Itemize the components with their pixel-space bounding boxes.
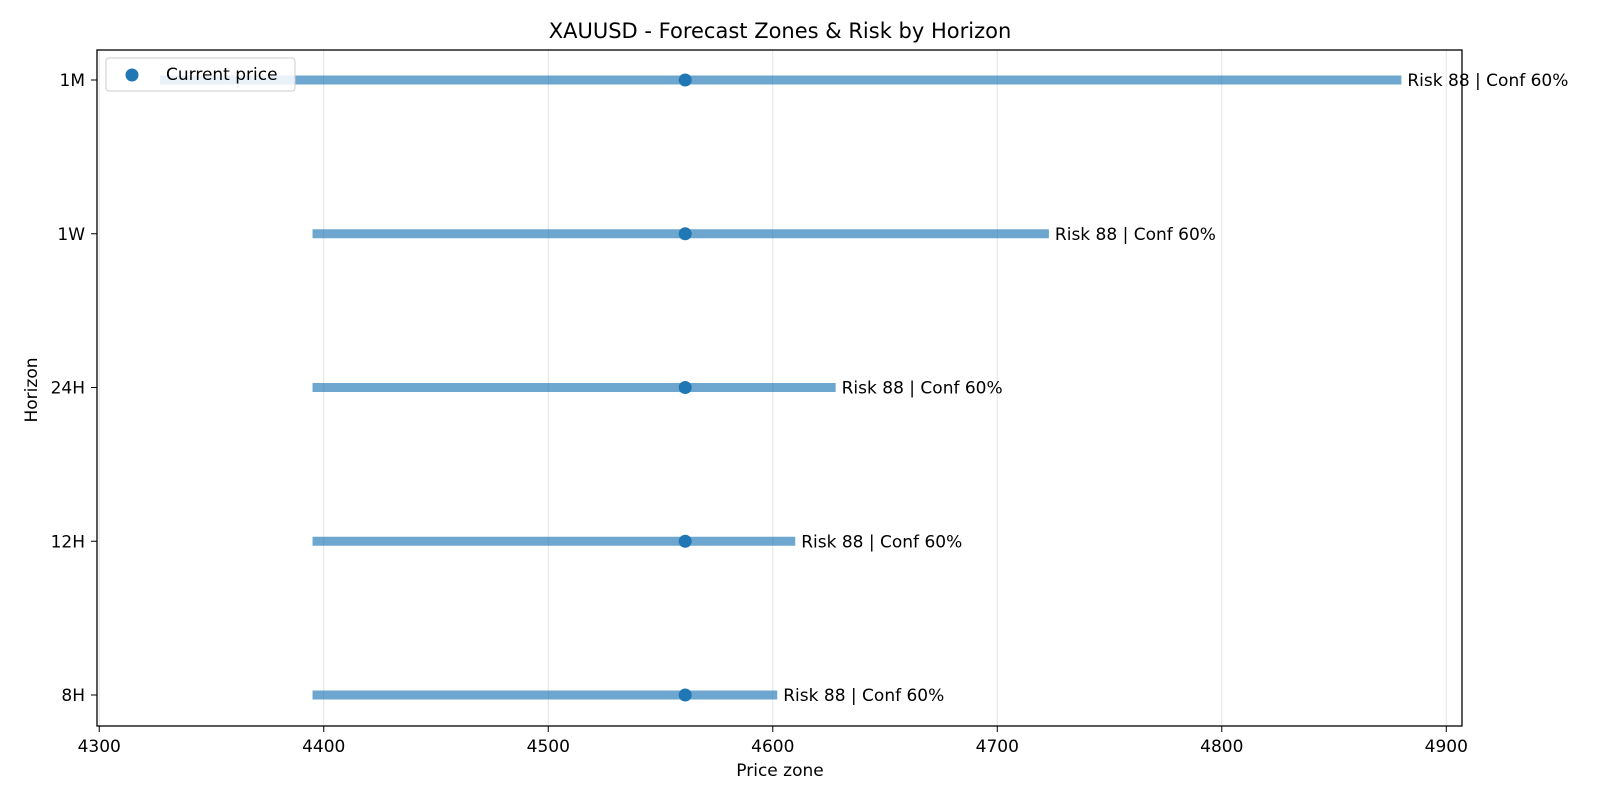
legend-box xyxy=(105,57,296,92)
x-axis: 4300 4400 4500 4600 4700 4800 4900 xyxy=(78,726,1468,757)
range-bar xyxy=(312,536,796,546)
legend-marker xyxy=(125,68,139,82)
legend: Current price xyxy=(105,57,296,92)
x-tick-label: 4400 xyxy=(302,737,345,757)
x-tick-label: 4900 xyxy=(1425,737,1468,757)
x-tick-label: 4700 xyxy=(976,737,1019,757)
risk-label: Risk 88 | Conf 60% xyxy=(1055,225,1216,245)
x-tick-label: 4600 xyxy=(751,737,794,757)
y-tick-label: 1M xyxy=(60,71,85,91)
current-price-points xyxy=(678,73,692,702)
chart-title: XAUUSD - Forecast Zones & Risk by Horizo… xyxy=(549,19,1012,43)
y-tick-label: 24H xyxy=(51,379,85,399)
x-axis-label: Price zone xyxy=(736,761,823,781)
y-tick-label: 12H xyxy=(51,532,85,552)
range-bar xyxy=(312,383,836,392)
y-axis: 8H 12H 24H 1W 1M xyxy=(51,71,97,706)
risk-label: Risk 88 | Conf 60% xyxy=(783,686,944,706)
risk-annotations: Risk 88 | Conf 60% Risk 88 | Conf 60% Risk… xyxy=(783,71,1568,706)
risk-label: Risk 88 | Conf 60% xyxy=(1407,71,1568,91)
x-tick-label: 4300 xyxy=(78,737,121,757)
x-tick-label: 4500 xyxy=(527,737,570,757)
current-price-point xyxy=(678,381,692,394)
y-tick-label: 1W xyxy=(57,225,85,245)
x-tick-label: 4800 xyxy=(1200,737,1243,757)
y-tick-label: 8H xyxy=(61,686,85,706)
legend-label: Current price xyxy=(166,65,278,85)
risk-label: Risk 88 | Conf 60% xyxy=(842,379,1003,399)
current-price-point xyxy=(678,73,692,87)
risk-label: Risk 88 | Conf 60% xyxy=(801,532,962,552)
current-price-point xyxy=(678,534,692,548)
current-price-point xyxy=(678,227,692,241)
range-bar xyxy=(159,75,1402,85)
current-price-point xyxy=(678,688,692,702)
range-bar xyxy=(312,690,778,700)
y-axis-label: Horizon xyxy=(22,358,42,423)
